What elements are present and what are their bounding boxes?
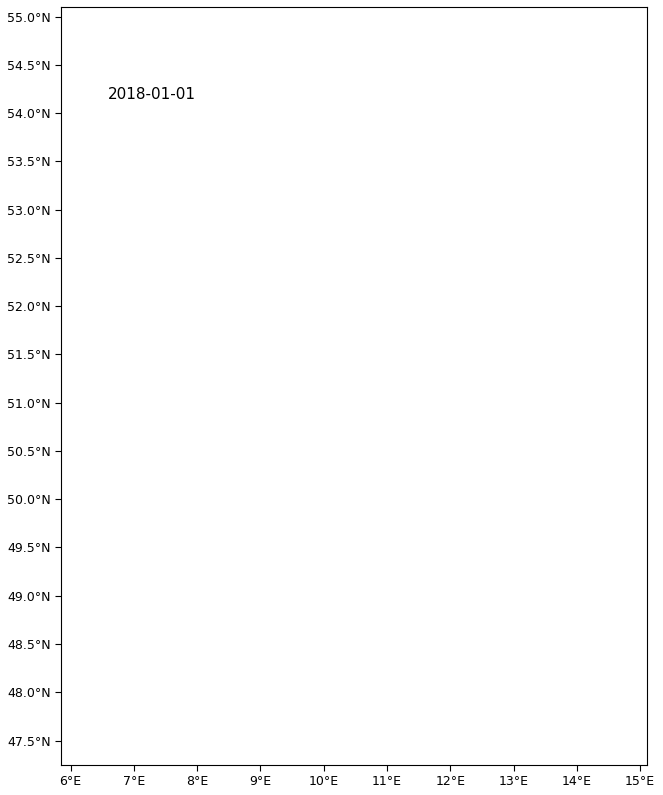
- Text: 2018-01-01: 2018-01-01: [108, 87, 196, 102]
